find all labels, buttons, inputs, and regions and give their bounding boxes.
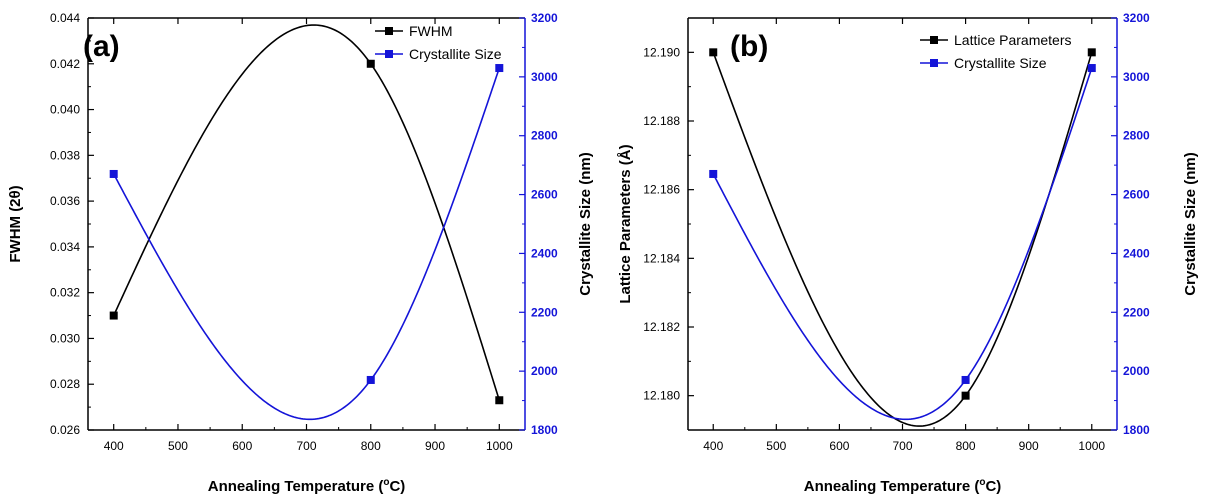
y2-tick-label: 2600 [1123,188,1150,202]
data-point [495,64,504,73]
panel-label: (a) [83,30,120,63]
x-tick-label: 600 [232,439,252,453]
data-point [709,169,718,178]
x-tick-label: 800 [361,439,381,453]
y2-tick-label: 2400 [1123,246,1150,260]
y2-axis-title: Crystallite Size (nm) [577,152,594,295]
legend-label: Lattice Parameters [954,32,1072,48]
data-point [495,396,504,405]
y2-tick-label: 2000 [531,364,558,378]
series-line-0 [712,52,1093,427]
y2-tick-label: 2800 [531,129,558,143]
y2-tick-label: 2600 [531,188,558,202]
chart-panel-b: 400 500 600 700 800 900 1000 12.180 12.182 12.184… [617,11,1199,495]
y-tick-label: 0.044 [50,11,80,25]
y2-tick-label: 3200 [531,11,558,25]
y-tick-label: 0.040 [50,103,80,117]
x-axis-title-end: C) [389,478,405,495]
y-tick-label: 0.028 [50,377,80,391]
x-axis-title: Annealing Temperature (oC) [804,477,1002,495]
data-point [1087,48,1096,57]
y2-tick-label: 2200 [531,305,558,319]
x-axis-title-superscript: o [383,477,389,488]
y-tick-label: 0.034 [50,240,80,254]
y2-tick-label: 2000 [1123,364,1150,378]
y2-tick-label: 3200 [1123,11,1150,25]
x-tick-label: 600 [829,439,849,453]
legend-label: Crystallite Size [954,55,1047,71]
x-axis-title-main: Annealing Temperature ( [208,478,384,495]
data-point [109,169,118,178]
y-tick-label: 12.182 [643,320,680,334]
x-tick-label: 900 [425,439,445,453]
data-point [1087,64,1096,73]
x-tick-label: 1000 [486,439,513,453]
x-tick-label: 1000 [1078,439,1105,453]
y-axis-title: Lattice Parameters (Å) [617,144,634,303]
legend-marker [930,36,938,44]
data-point [366,59,375,68]
x-axis-title-main: Annealing Temperature ( [804,478,980,495]
y2-tick-label: 1800 [531,423,558,437]
y-tick-label: 12.188 [643,114,680,128]
y2-tick-label: 2200 [1123,305,1150,319]
y2-axis-title: Crystallite Size (nm) [1182,152,1199,295]
legend-marker [930,59,938,67]
chart-panel-a: 400 500 600 700 800 900 1000 0.026 0.028 0.030 0.0… [7,11,594,495]
x-tick-label: 400 [703,439,723,453]
y-tick-label: 12.190 [643,45,680,59]
y-tick-label: 0.036 [50,194,80,208]
series-line-1 [113,67,501,421]
x-axis-title-superscript: o [979,477,985,488]
x-tick-label: 400 [104,439,124,453]
y-tick-label: 0.026 [50,423,80,437]
legend-marker [385,50,393,58]
y2-tick-label: 2400 [531,246,558,260]
y-tick-label: 12.184 [643,251,680,265]
x-tick-label: 900 [1019,439,1039,453]
y-tick-label: 12.186 [643,183,680,197]
y-tick-label: 12.180 [643,389,680,403]
data-point [709,48,718,57]
y-tick-label: 0.038 [50,148,80,162]
x-tick-label: 800 [956,439,976,453]
y-tick-label: 0.032 [50,286,80,300]
y-axis-title: FWHM (2θ) [7,185,24,262]
panel-label: (b) [730,30,768,63]
y2-tick-label: 2800 [1123,129,1150,143]
x-tick-label: 700 [892,439,912,453]
legend-marker [385,27,393,35]
data-point [109,311,118,320]
legend-label: FWHM [409,23,453,39]
y2-tick-label: 1800 [1123,423,1150,437]
x-tick-label: 500 [168,439,188,453]
data-point [961,391,970,400]
x-axis-title: Annealing Temperature (oC) [208,477,406,495]
legend-label: Crystallite Size [409,46,502,62]
series-line-0 [112,24,501,401]
data-point [366,375,375,384]
y2-tick-label: 3000 [1123,70,1150,84]
data-point [961,375,970,384]
y-tick-label: 0.030 [50,331,80,345]
y2-tick-label: 3000 [531,70,558,84]
x-tick-label: 500 [766,439,786,453]
x-tick-label: 700 [296,439,316,453]
x-axis-title-end: C) [985,478,1001,495]
series-line-1 [712,67,1093,421]
y-tick-label: 0.042 [50,57,80,71]
